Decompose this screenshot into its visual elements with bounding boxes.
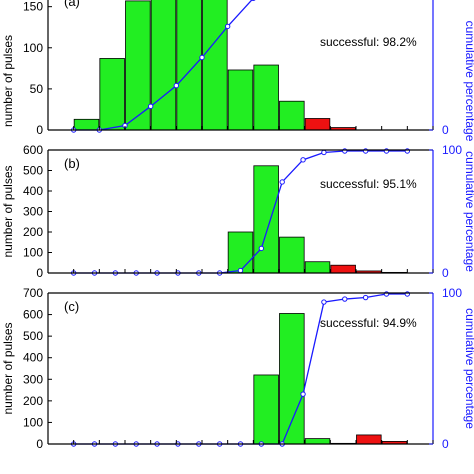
y-tick-label: 0 bbox=[36, 123, 43, 137]
y-tick-label: 500 bbox=[23, 329, 43, 343]
y-tick-label: 100 bbox=[23, 415, 43, 429]
y-axis-title: number of pulses bbox=[1, 165, 15, 257]
y-tick-label: 600 bbox=[23, 143, 43, 157]
histogram-bar bbox=[176, 0, 202, 131]
cumulative-line bbox=[73, 0, 253, 131]
panel-2: 0 100 200 300 400 500 600 0 100 (b) successful: 95… bbox=[1, 143, 474, 280]
y2-tick-label: 0 bbox=[442, 437, 449, 451]
y2-tick-label: 100 bbox=[442, 143, 462, 157]
y2-axis-title: cumulative percentage bbox=[463, 21, 474, 142]
cumulative-point bbox=[321, 299, 327, 305]
y-tick-label: 0 bbox=[36, 437, 43, 451]
success-annotation: successful: 94.9% bbox=[320, 316, 417, 330]
cumulative-point bbox=[279, 179, 285, 185]
panel-1: 0 50 100 150 0 (a) successful: 98.2% number of … bbox=[1, 0, 474, 142]
y2-axis-title: cumulative percentage bbox=[463, 151, 474, 272]
cumulative-point bbox=[199, 54, 205, 61]
histogram-bar bbox=[202, 0, 228, 131]
y-tick-label: 700 bbox=[23, 286, 43, 300]
y-tick-label: 100 bbox=[23, 246, 43, 260]
y-tick-label: 600 bbox=[23, 308, 43, 322]
histogram-bar bbox=[253, 165, 279, 274]
y-tick-label: 200 bbox=[23, 394, 43, 408]
y2-tick-label: 0 bbox=[442, 123, 449, 137]
y-tick-label: 300 bbox=[23, 372, 43, 386]
histogram-bar bbox=[227, 231, 254, 274]
y-tick-label: 500 bbox=[23, 164, 43, 178]
histogram-bar bbox=[304, 118, 331, 131]
y-tick-label: 200 bbox=[23, 225, 43, 239]
y-tick-label: 100 bbox=[23, 41, 43, 55]
y-tick-label: 150 bbox=[23, 0, 43, 14]
histogram-bar bbox=[253, 64, 279, 131]
histogram-bar bbox=[150, 0, 177, 131]
panel-label: (c) bbox=[64, 299, 79, 314]
cumulative-point bbox=[224, 23, 231, 30]
histogram-bar bbox=[73, 118, 100, 131]
cumulative-point bbox=[300, 391, 306, 397]
y2-axis-title: cumulative percentage bbox=[463, 308, 474, 429]
histogram-bar bbox=[304, 261, 331, 274]
histogram-bar bbox=[99, 58, 125, 131]
histogram-bar bbox=[227, 69, 254, 131]
y-tick-label: 0 bbox=[36, 266, 43, 280]
y-tick-label: 400 bbox=[23, 184, 43, 198]
cumulative-point bbox=[173, 82, 180, 89]
histogram-bar bbox=[279, 236, 305, 274]
y-axis-title: number of pulses bbox=[1, 35, 15, 127]
panel-label: (a) bbox=[64, 0, 80, 9]
histogram-bar bbox=[279, 100, 305, 131]
success-annotation: successful: 98.2% bbox=[320, 35, 417, 49]
histogram-bar bbox=[253, 374, 279, 445]
cumulative-point bbox=[147, 103, 154, 110]
y-axis-title: number of pulses bbox=[1, 322, 15, 414]
cumulative-point bbox=[258, 245, 265, 252]
histogram-bar bbox=[279, 313, 305, 445]
cumulative-point bbox=[321, 149, 327, 156]
histogram-bar bbox=[330, 264, 356, 274]
cumulative-point bbox=[237, 267, 244, 274]
histogram-bar bbox=[125, 0, 151, 131]
cumulative-point bbox=[300, 157, 306, 163]
cumulative-point bbox=[342, 296, 348, 302]
success-annotation: successful: 95.1% bbox=[320, 177, 417, 191]
panel-label: (b) bbox=[64, 156, 80, 171]
y2-tick-label: 100 bbox=[442, 286, 462, 300]
y2-tick-label: 0 bbox=[442, 266, 449, 280]
y-tick-label: 50 bbox=[30, 82, 44, 96]
y-tick-label: 300 bbox=[23, 205, 43, 219]
histogram-bar bbox=[304, 438, 331, 445]
cumulative-point bbox=[362, 294, 369, 301]
y-tick-label: 400 bbox=[23, 351, 43, 365]
panel-3: 0 100 200 300 400 500 600 700 0 100 (c) successful:… bbox=[1, 286, 474, 451]
histogram-bar bbox=[356, 434, 382, 445]
